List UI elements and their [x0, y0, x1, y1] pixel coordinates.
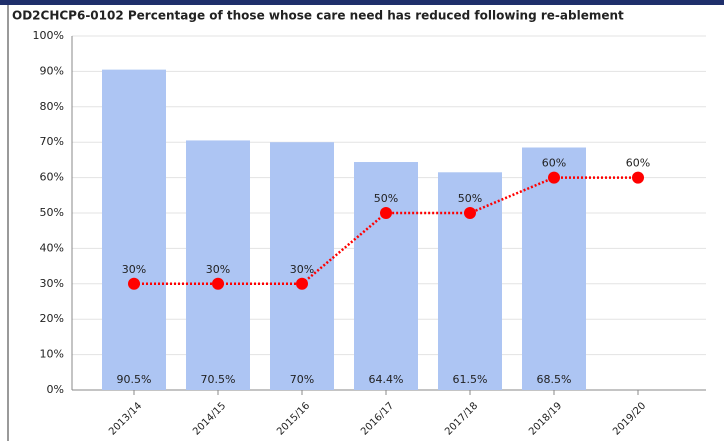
bar-value-label: 70%: [290, 373, 314, 386]
y-tick-label: 90%: [40, 64, 64, 77]
x-tick-label: 2016/17: [359, 400, 396, 437]
x-tick-label: 2017/18: [443, 400, 480, 437]
bar: [270, 142, 334, 390]
target-point: [548, 171, 560, 184]
point-value-label: 60%: [626, 157, 650, 170]
top-band: [0, 0, 724, 5]
chart-title: OD2CHCP6-0102 Percentage of those whose …: [12, 9, 624, 23]
y-tick-label: 100%: [33, 29, 64, 42]
y-tick-label: 60%: [40, 171, 64, 184]
y-tick-label: 70%: [40, 135, 64, 148]
y-tick-label: 50%: [40, 206, 64, 219]
bar: [186, 140, 250, 390]
y-tick-label: 40%: [40, 241, 64, 254]
x-tick-label: 2014/15: [191, 400, 228, 437]
bar-value-label: 90.5%: [117, 373, 152, 386]
target-point: [128, 277, 140, 290]
bar: [102, 69, 166, 390]
target-point: [632, 171, 644, 184]
y-tick-label: 10%: [40, 348, 64, 361]
y-tick-label: 0%: [47, 383, 64, 396]
target-point: [212, 277, 224, 290]
point-value-label: 30%: [290, 263, 314, 276]
point-value-label: 60%: [542, 157, 566, 170]
point-value-label: 30%: [206, 263, 230, 276]
y-tick-label: 30%: [40, 277, 64, 290]
x-tick-label: 2015/16: [275, 400, 312, 437]
bar: [354, 162, 418, 390]
y-tick-label: 80%: [40, 100, 64, 113]
x-tick-label: 2019/20: [611, 400, 648, 437]
bar-value-label: 61.5%: [453, 373, 488, 386]
point-value-label: 50%: [458, 192, 482, 205]
target-point: [380, 207, 392, 219]
bar-value-label: 64.4%: [369, 373, 404, 386]
point-value-label: 30%: [122, 263, 146, 276]
point-value-label: 50%: [374, 192, 398, 205]
target-point: [296, 277, 308, 290]
bar: [522, 147, 586, 390]
bar-value-label: 70.5%: [201, 373, 236, 386]
x-tick-label: 2018/19: [527, 400, 564, 437]
y-tick-label: 20%: [40, 312, 64, 325]
bar-value-label: 68.5%: [537, 373, 572, 386]
x-tick-label: 2013/14: [107, 400, 144, 437]
target-point: [464, 207, 476, 219]
